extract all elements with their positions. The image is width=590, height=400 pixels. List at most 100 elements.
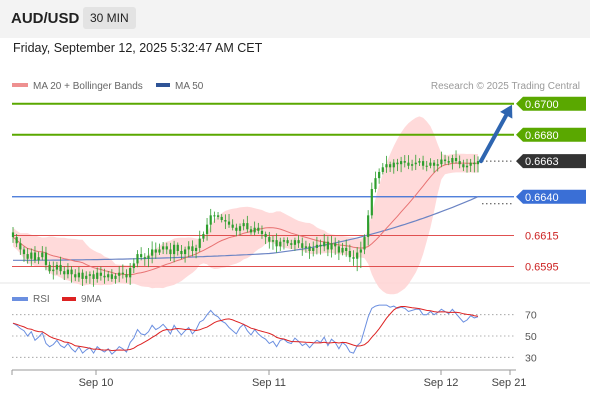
candle-body: [48, 264, 51, 272]
candle-body: [121, 272, 124, 275]
ma20-legend-swatch: [12, 83, 28, 87]
candle-body: [312, 247, 315, 251]
candle-body: [173, 244, 176, 255]
x-tick-label: Sep 10: [79, 377, 114, 389]
candle-body: [92, 274, 95, 279]
candle-body: [235, 227, 238, 231]
level-box-0.6700: [516, 96, 586, 111]
candle-body: [63, 271, 66, 275]
level-label-0.6663: 0.6663: [525, 156, 559, 168]
candle-body: [140, 254, 143, 258]
candle-body: [220, 216, 223, 220]
candle-body: [15, 237, 18, 244]
rsi-tick-label: 50: [525, 331, 537, 343]
candle-body: [378, 171, 381, 179]
candle-body: [30, 252, 33, 259]
candles: [11, 150, 480, 287]
candle-body: [132, 263, 135, 269]
candle-body: [81, 272, 84, 279]
candle-body: [85, 275, 88, 279]
candle-body: [249, 229, 253, 233]
candle-body: [118, 272, 121, 276]
candle-body: [246, 223, 249, 230]
forecast-arrow: [479, 104, 513, 164]
symbol-title: AUD/USD: [11, 10, 80, 27]
candle-body: [213, 215, 216, 217]
candle-body: [389, 164, 392, 168]
candle-body: [447, 161, 450, 163]
candle-body: [99, 272, 102, 276]
rsi-legend-label: RSI: [33, 294, 50, 305]
candle-body: [473, 162, 476, 165]
candle-body: [11, 232, 15, 238]
candle-body: [304, 246, 308, 248]
ma50-line: [13, 196, 479, 261]
candle-body: [169, 249, 172, 255]
candle-body: [396, 162, 399, 165]
bollinger-band-area: [13, 116, 478, 295]
candle-body: [136, 254, 139, 264]
candle-body: [271, 240, 275, 242]
candle-body: [359, 249, 362, 253]
candle-body: [88, 274, 91, 276]
candle-body: [44, 252, 48, 265]
x-tick-label: Sep 21: [492, 377, 527, 389]
candle-body: [268, 237, 271, 242]
candle-body: [293, 240, 297, 245]
candle-body: [151, 249, 154, 256]
timeframe-badge[interactable]: 30 MIN: [83, 7, 136, 29]
candle-body: [323, 241, 326, 247]
candle-body: [209, 215, 212, 225]
level-labels: 0.6700 0.6680 0.6663 0.6640 0.6615 0.6595: [516, 96, 586, 274]
candle-body: [326, 241, 329, 250]
candle-body: [19, 243, 22, 250]
candle-body: [337, 246, 340, 253]
candle-body: [224, 220, 227, 222]
candle-body: [103, 275, 106, 278]
candle-body: [429, 162, 432, 166]
candle-body: [443, 159, 447, 162]
candle-body: [465, 165, 469, 168]
bollinger-band: [13, 116, 478, 295]
candle-body: [341, 247, 344, 253]
candle-body: [74, 274, 77, 278]
candle-body: [77, 272, 81, 278]
candle-body: [125, 274, 128, 278]
candle-body: [400, 161, 403, 165]
candle-body: [348, 251, 351, 258]
candle-body: [370, 189, 373, 216]
candle-body: [392, 162, 395, 168]
x-tick-label: Sep 12: [424, 377, 459, 389]
candle-body: [191, 246, 194, 251]
candle-body: [264, 233, 267, 238]
rsi-tick-label: 70: [525, 310, 537, 322]
candle-body: [356, 252, 359, 259]
candle-body: [334, 243, 337, 247]
candle-body: [253, 227, 256, 233]
candle-body: [421, 161, 425, 166]
copyright-label: Research © 2025 Trading Central: [431, 81, 580, 92]
candle-body: [279, 241, 282, 247]
candle-body: [143, 257, 146, 259]
candle-body: [257, 227, 260, 231]
candle-body: [187, 246, 190, 250]
candle-body: [414, 162, 417, 165]
candle-body: [410, 164, 414, 166]
level-label-0.6680: 0.6680: [525, 130, 559, 142]
candle-body: [297, 240, 300, 244]
candle-body: [242, 223, 245, 227]
price-levels: [12, 102, 514, 267]
candle-body: [194, 247, 198, 251]
candle-body: [107, 274, 110, 278]
candle-body: [454, 158, 458, 162]
level-box-0.6640: [516, 189, 586, 204]
candle-body: [227, 221, 231, 225]
candle-body: [469, 162, 472, 166]
candle-body: [183, 249, 187, 255]
candle-body: [231, 224, 234, 228]
candle-body: [290, 243, 293, 245]
rsi-ma-legend-swatch: [62, 297, 76, 301]
candle-body: [315, 244, 318, 248]
level-label-0.6700: 0.6700: [525, 99, 559, 111]
forecast-arrow-head: [500, 104, 513, 119]
